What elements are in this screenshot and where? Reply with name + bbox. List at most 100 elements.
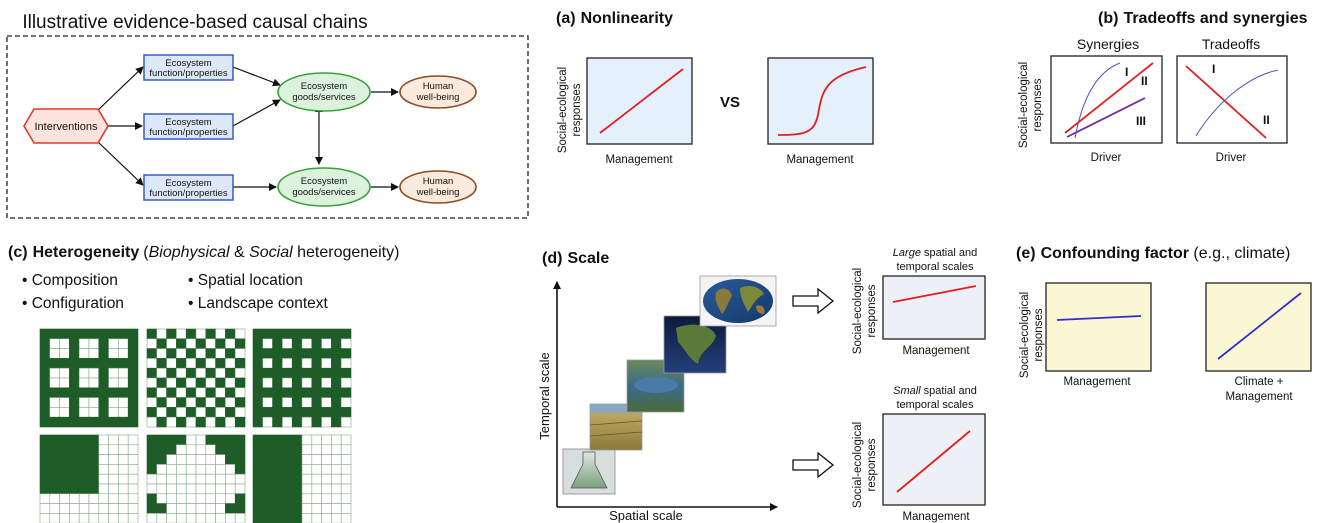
grid-cell	[291, 367, 303, 379]
grid-cell	[195, 358, 207, 369]
grid-cell	[340, 464, 352, 475]
panel-a-title: (a) Nonlinearity	[556, 10, 673, 27]
grid-cell	[215, 328, 226, 340]
grid-cell	[340, 473, 352, 485]
grid-cell	[282, 503, 293, 514]
grid-cell	[185, 407, 197, 418]
grid-cell	[340, 454, 352, 465]
grid-cell	[340, 338, 352, 349]
grid-cell	[195, 367, 207, 379]
b-ylabel-line2: responses	[1032, 78, 1044, 131]
grid-cell	[166, 397, 177, 408]
grid-cell	[234, 348, 246, 359]
grid-cell	[331, 434, 342, 446]
grid-cell	[185, 503, 197, 514]
grid-cell	[127, 493, 139, 504]
panel-b-title: (b) Tradeoffs and synergies	[1098, 10, 1308, 27]
grid-cell	[39, 416, 51, 428]
grid-cell	[176, 444, 187, 455]
grid-cell	[49, 367, 60, 379]
grid-cell	[108, 434, 119, 446]
grid-cell	[59, 513, 70, 523]
grid-cell	[205, 397, 216, 408]
grid-cell	[311, 348, 322, 359]
grid-cell	[215, 434, 226, 446]
grid-cell	[118, 503, 129, 514]
function-box-rect	[143, 174, 234, 201]
grid-cell	[311, 493, 322, 504]
grid-cell	[234, 338, 246, 349]
grid-cell	[272, 444, 283, 455]
grid-cell	[225, 483, 236, 495]
c-bullet-spatial-location: • Spatial location	[188, 272, 303, 289]
grid-cell	[185, 493, 197, 504]
function-box-1: Ecosystem function/properties	[143, 54, 234, 81]
arrow-int-fn1	[96, 66, 144, 112]
grid-cell	[185, 513, 197, 523]
grid-cell	[311, 503, 322, 514]
grid-cell	[282, 397, 293, 408]
grid-cell	[252, 348, 264, 359]
grid-cell	[291, 338, 303, 349]
grid-cell	[118, 397, 129, 408]
grid-cell	[205, 454, 216, 465]
grid-cell	[49, 503, 60, 514]
grid-cell	[311, 387, 322, 398]
grid-cell	[88, 513, 100, 523]
grid-cell	[108, 397, 119, 408]
e-ylabel-line2: responses	[1033, 308, 1045, 361]
grid-cell	[291, 416, 303, 428]
grid-cell	[225, 377, 236, 389]
grid-cell	[69, 444, 80, 455]
grid-cell	[176, 367, 187, 379]
grid-cell	[127, 407, 139, 418]
grid-cell	[252, 416, 264, 428]
d-photo-lake	[626, 359, 685, 413]
grid-cell	[225, 416, 236, 428]
grid-cell	[39, 483, 51, 495]
grid-cell	[225, 387, 236, 398]
a-xlabel-right: Management	[786, 154, 854, 166]
grid-cell	[69, 464, 80, 475]
grid-cell	[78, 454, 90, 465]
grid-cell	[176, 397, 187, 408]
function-box-2: Ecosystem function/properties	[143, 113, 234, 140]
grid-cell	[282, 358, 293, 369]
grid-cell	[146, 416, 158, 428]
grid-cell	[176, 464, 187, 475]
grid-cell	[88, 338, 100, 349]
grid-cell	[146, 444, 158, 455]
grid-cell	[59, 473, 70, 485]
grid-cell	[176, 407, 187, 418]
b-syn-curve-I	[1074, 62, 1121, 139]
grid-cell	[225, 444, 236, 455]
grid-cell	[108, 503, 119, 514]
grid-cell	[166, 377, 177, 389]
grid-cell	[234, 483, 246, 495]
grid-cell	[118, 416, 129, 428]
goods-node-2: Ecosystem goods/services	[277, 167, 371, 207]
d-large-line	[892, 285, 977, 303]
grid-cell	[39, 464, 51, 475]
grid-cell	[215, 358, 226, 369]
grid-cell	[98, 328, 109, 340]
grid-cell	[225, 513, 236, 523]
grid-cell	[118, 377, 129, 389]
d-xlabel-top: Management	[902, 345, 970, 357]
grid-cell	[185, 358, 197, 369]
grid-cell	[176, 473, 187, 485]
d-top-ylabel-line2: responses	[866, 284, 878, 337]
grid-cell	[301, 434, 313, 446]
grid-cell	[272, 434, 283, 446]
grid-cell	[49, 348, 60, 359]
grid-cell	[166, 434, 177, 446]
grid-cell	[185, 328, 197, 340]
arrow-int-fn3	[96, 140, 144, 186]
grid-cell	[49, 397, 60, 408]
grid-cell	[108, 377, 119, 389]
interventions-node: Interventions	[23, 108, 109, 144]
grid-cell	[69, 377, 80, 389]
grid-cell	[98, 454, 109, 465]
grid-cell	[215, 483, 226, 495]
grid-cell	[59, 416, 70, 428]
